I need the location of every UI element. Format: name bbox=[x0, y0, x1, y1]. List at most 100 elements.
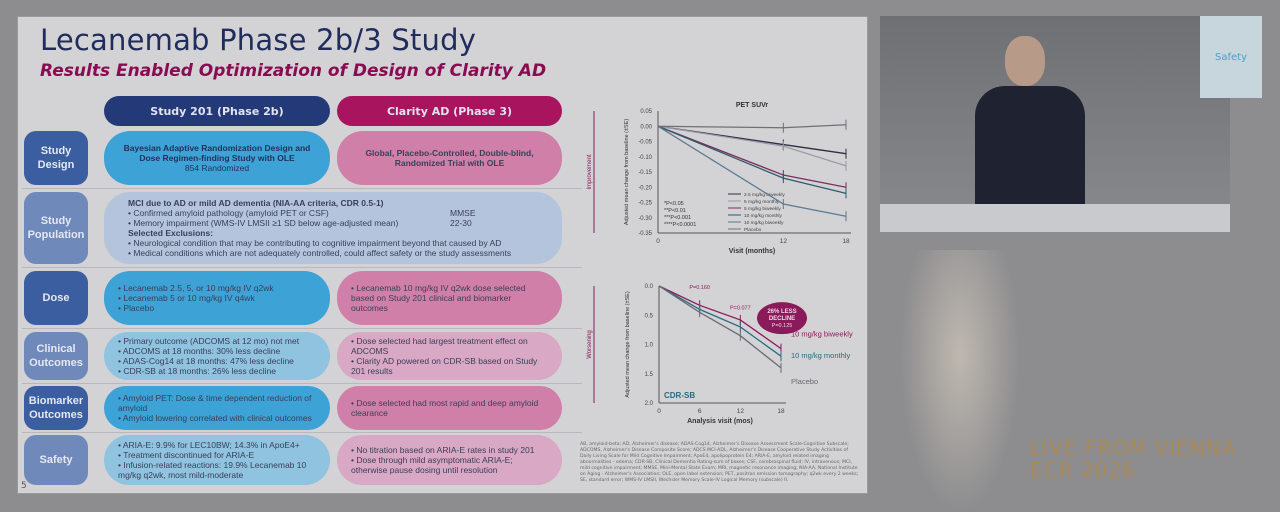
x-tick-label: 18 bbox=[777, 408, 785, 415]
background-screen: Safety bbox=[1200, 16, 1262, 98]
legend-label: 10 mg/kg biweekly bbox=[744, 220, 784, 226]
cdr-sb-chart: 0.0 0.5 1.0 1.5 2.00 6 12 18 Analysis visit (mos… bbox=[587, 284, 853, 425]
series-line bbox=[657, 125, 847, 167]
y-axis-label: Adjusted mean change from baseline (±SE) bbox=[624, 119, 630, 226]
divider bbox=[22, 328, 582, 329]
y-tick-label: -0.20 bbox=[638, 185, 652, 191]
p-value-legend: **P<0.01 bbox=[664, 208, 686, 214]
list-item: Medical conditions which are not adequat… bbox=[128, 248, 552, 258]
presentation-slide: Lecanemab Phase 2b/3 Study Results Enabl… bbox=[17, 16, 868, 494]
speaker-video bbox=[880, 16, 1230, 232]
divider bbox=[22, 432, 582, 433]
clinical-clarity: Dose selected had largest treatment effe… bbox=[337, 332, 562, 380]
list-item: No titration based on ARIA-E rates in st… bbox=[351, 445, 548, 455]
series-label: 10 mg/kg monthly bbox=[791, 351, 850, 360]
chart-title: CDR-SB bbox=[664, 391, 695, 400]
divider bbox=[22, 383, 582, 384]
series-line bbox=[658, 285, 782, 350]
y-tick-label: -0.05 bbox=[638, 140, 652, 146]
y-tick-label: 2.0 bbox=[645, 401, 654, 407]
series-line bbox=[657, 124, 847, 129]
x-tick-label: 6 bbox=[698, 408, 702, 415]
population-heading: MCI due to AD or mild AD dementia (NIA-A… bbox=[128, 198, 384, 208]
list-item: ADCOMS at 18 months: 30% less decline bbox=[118, 346, 316, 356]
list-item: Amyloid PET: Dose & time dependent reduc… bbox=[118, 393, 320, 413]
y-tick-label: -0.35 bbox=[638, 231, 652, 237]
list-item: Primary outcome (ADCOMS at 12 mo) not me… bbox=[118, 336, 316, 346]
list-item: Confirmed amyloid pathology (amyloid PET… bbox=[128, 208, 438, 218]
series-line bbox=[658, 285, 782, 357]
list-item: CDR-SB at 18 months: 26% less decline bbox=[118, 366, 316, 376]
branding-line2: ECR 2026 bbox=[1030, 458, 1136, 482]
footnote: AB, amyloid-beta; AD, Alzheimer's diseas… bbox=[580, 442, 859, 483]
divider bbox=[22, 267, 582, 268]
row-label-biomarker: Biomarker Outcomes bbox=[24, 386, 88, 430]
list-item: Lecanemab 10 mg/kg IV q2wk dose selected… bbox=[351, 283, 548, 313]
list-item: ADAS-Cog14 at 18 months: 47% less declin… bbox=[118, 356, 316, 366]
x-tick-label: 12 bbox=[780, 238, 788, 245]
podium bbox=[880, 204, 1230, 232]
slide-subtitle: Results Enabled Optimization of Design o… bbox=[40, 61, 547, 81]
column-header-study201: Study 201 (Phase 2b) bbox=[104, 96, 330, 126]
x-tick-label: 0 bbox=[657, 408, 661, 415]
callout-text: P=0.125 bbox=[772, 323, 793, 329]
list-item: Clarity AD powered on CDR-SB based on St… bbox=[351, 356, 548, 376]
design-clarity: Global, Placebo-Controlled, Double-blind… bbox=[337, 131, 562, 185]
design-study201: Bayesian Adaptive Randomization Design a… bbox=[104, 131, 330, 185]
y-tick-label: 0.5 bbox=[645, 313, 654, 319]
row-label-dose: Dose bbox=[24, 271, 88, 325]
list-item: Lecanemab 2.5, 5, or 10 mg/kg IV q2wk bbox=[118, 283, 316, 293]
list-item: Amyloid lowering correlated with clinica… bbox=[118, 413, 320, 423]
dose-clarity: Lecanemab 10 mg/kg IV q2wk dose selected… bbox=[337, 271, 562, 325]
design-text: Bayesian Adaptive Randomization Design a… bbox=[123, 143, 311, 163]
speaker-body bbox=[975, 86, 1085, 206]
y-tick-label: -0.30 bbox=[638, 216, 652, 222]
callout-bubble bbox=[757, 302, 807, 335]
direction-label: Improvement bbox=[587, 154, 593, 189]
pet-suvr-chart: 0.05 0.00 -0.05 -0.10 -0.15 -0.20 -0.25 -0.30 -0… bbox=[587, 102, 851, 255]
column-header-clarity: Clarity AD (Phase 3) bbox=[337, 96, 562, 126]
p-value-legend: *P<0.05 bbox=[664, 201, 684, 207]
branding-line1: LIVE FROM VIENNA bbox=[1030, 436, 1237, 460]
series-line bbox=[657, 125, 847, 194]
event-branding: LIVE FROM VIENNA ECR 2026 bbox=[1030, 437, 1236, 481]
list-item: Dose selected had largest treatment effe… bbox=[351, 336, 548, 356]
list-item: ARIA-E: 9.9% for LEC10BW; 14.3% in ApoE4… bbox=[118, 440, 316, 450]
mmse-range: 22-30 bbox=[450, 218, 472, 228]
speaker-head bbox=[1005, 36, 1045, 86]
biomarker-study201: Amyloid PET: Dose & time dependent reduc… bbox=[104, 386, 330, 430]
row-label-population: Study Population bbox=[24, 192, 88, 264]
y-tick-label: -0.10 bbox=[638, 155, 652, 161]
clinical-study201: Primary outcome (ADCOMS at 12 mo) not me… bbox=[104, 332, 330, 380]
list-item: Infusion-related reactions: 19.9% Lecane… bbox=[118, 460, 316, 480]
statue-graphic bbox=[900, 250, 1020, 512]
legend-label: 5 mg/kg biweekly bbox=[744, 206, 781, 212]
population-cell: MCI due to AD or mild AD dementia (NIA-A… bbox=[104, 192, 562, 264]
x-tick-label: 12 bbox=[737, 408, 745, 415]
exclusions-heading: Selected Exclusions: bbox=[128, 228, 214, 238]
biomarker-clarity: Dose selected had most rapid and deep am… bbox=[337, 386, 562, 430]
list-item: Lecanemab 5 or 10 mg/kg IV q4wk bbox=[118, 293, 316, 303]
series-label: Placebo bbox=[791, 377, 818, 386]
y-tick-label: 0.00 bbox=[640, 124, 652, 130]
p-value-annotation: P=0.160 bbox=[689, 285, 710, 291]
page-number: 5 bbox=[21, 481, 27, 491]
list-item: Treatment discontinued for ARIA-E bbox=[118, 450, 316, 460]
series-label: 10 mg/kg biweekly bbox=[791, 330, 853, 339]
legend-label: 10 mg/kg monthly bbox=[744, 213, 782, 219]
p-value-annotation: P=0.077 bbox=[730, 305, 751, 311]
y-tick-label: 1.5 bbox=[645, 372, 654, 378]
legend-label: 5 mg/kg monthly bbox=[744, 199, 780, 205]
divider bbox=[22, 188, 582, 189]
p-value-legend: ***P<0.001 bbox=[664, 215, 691, 221]
x-tick-label: 18 bbox=[842, 238, 850, 245]
list-item: Dose through mild asymptomatic ARIA-E; o… bbox=[351, 455, 548, 475]
legend-label: 2.5 mg/kg biweekly bbox=[744, 192, 785, 198]
safety-clarity: No titration based on ARIA-E rates in st… bbox=[337, 435, 562, 485]
series-line bbox=[658, 285, 782, 369]
list-item: Memory impairment (WMS-IV LMSII ≥1 SD be… bbox=[128, 218, 438, 228]
row-label-safety: Safety bbox=[24, 435, 88, 485]
p-value-legend: ****P<0.0001 bbox=[664, 222, 696, 228]
x-axis-label: Analysis visit (mos) bbox=[687, 418, 753, 425]
randomized-count: 854 Randomized bbox=[184, 163, 250, 173]
